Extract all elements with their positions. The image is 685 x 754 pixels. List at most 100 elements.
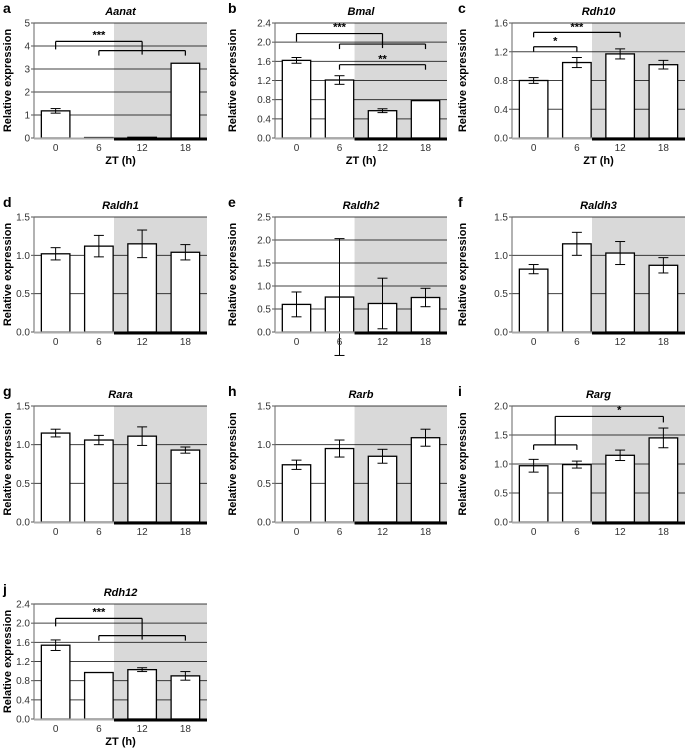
- x-tick-label: 0: [294, 337, 300, 348]
- y-tick-label: 0.8: [494, 76, 508, 87]
- x-tick-label: 6: [96, 143, 102, 154]
- x-tick-label: 0: [294, 527, 300, 538]
- y-tick-label: 1: [24, 111, 30, 122]
- bar-zt-12: [605, 53, 636, 139]
- x-tick-label: 0: [53, 527, 59, 538]
- x-tick-label: 18: [180, 143, 192, 154]
- panel-title: Aanat: [104, 6, 137, 18]
- y-tick-label: 0.8: [16, 676, 30, 687]
- x-axis-label: ZT (h): [105, 155, 136, 167]
- x-tick-label: 0: [53, 337, 59, 348]
- y-axis-label: Relative expression: [457, 29, 469, 133]
- x-tick-label: 12: [377, 527, 389, 538]
- panel-e: 0.0 0.5 1.0 1.5 2.0 2.5 0 6 12 18 e Raldh2 Relative …: [227, 194, 447, 356]
- significance-bracket: ***: [533, 21, 621, 38]
- y-tick-label: 5: [24, 19, 30, 30]
- bar-zt-12: [367, 110, 398, 139]
- bar-zt-18: [170, 449, 201, 523]
- y-tick-label: 1.5: [494, 431, 508, 442]
- y-tick-label: 1.0: [494, 460, 508, 471]
- x-tick-label: 0: [531, 143, 537, 154]
- y-tick-label: 1.5: [257, 259, 271, 270]
- panel-title: Raldh3: [580, 200, 617, 212]
- y-tick-label: 3: [24, 65, 30, 76]
- x-tick-label: 6: [574, 337, 580, 348]
- panel-title: Raldh1: [102, 200, 139, 212]
- panel-letter: f: [458, 194, 463, 210]
- y-tick-label: 2.0: [257, 38, 271, 49]
- bar-zt-0: [518, 465, 549, 523]
- y-tick-label: 0.5: [494, 289, 508, 300]
- panel-letter: e: [228, 194, 236, 210]
- bar-zt-18: [648, 437, 679, 523]
- y-tick-label: 1.6: [257, 57, 271, 68]
- x-axis-label: ZT (h): [583, 155, 614, 167]
- bar-zt-0: [281, 59, 312, 139]
- y-tick-label: 2: [24, 88, 30, 99]
- bar-zt-0: [281, 464, 312, 523]
- y-tick-label: 1.5: [16, 213, 30, 224]
- y-tick-label: 0.5: [16, 289, 30, 300]
- bar-zt-6: [324, 447, 355, 523]
- significance-label: ***: [570, 21, 584, 33]
- x-tick-label: 18: [658, 337, 670, 348]
- x-tick-label: 12: [137, 527, 149, 538]
- bar-zt-6: [83, 245, 114, 333]
- panel-letter: c: [458, 0, 466, 16]
- y-tick-label: 2.5: [257, 213, 271, 224]
- y-axis-label: Relative expression: [2, 223, 14, 327]
- bar-zt-12: [127, 435, 158, 523]
- y-tick-label: 1.5: [257, 402, 271, 413]
- y-axis-label: Relative expression: [227, 223, 239, 327]
- x-tick-label: 12: [615, 527, 627, 538]
- x-tick-label: 6: [96, 724, 102, 735]
- bar-zt-0: [518, 268, 549, 333]
- y-tick-label: 0.5: [257, 479, 271, 490]
- bar-zt-12: [367, 455, 398, 523]
- y-tick-label: 0.5: [494, 489, 508, 500]
- panel-letter: a: [3, 0, 11, 16]
- y-tick-label: 2.0: [16, 619, 30, 630]
- y-tick-label: 0.0: [257, 134, 271, 145]
- x-tick-label: 18: [180, 527, 192, 538]
- y-tick-label: 1.6: [16, 638, 30, 649]
- bar-zt-18: [648, 64, 679, 139]
- significance-bracket: **: [338, 54, 427, 70]
- y-tick-label: 1.0: [257, 282, 271, 293]
- panel-letter: i: [458, 383, 462, 399]
- y-tick-label: 0.4: [494, 105, 508, 116]
- x-tick-label: 12: [615, 337, 627, 348]
- x-tick-label: 12: [137, 143, 149, 154]
- x-tick-label: 18: [420, 337, 432, 348]
- y-axis-label: Relative expression: [457, 412, 469, 516]
- y-tick-label: 1.5: [16, 402, 30, 413]
- x-tick-label: 6: [96, 337, 102, 348]
- y-tick-label: 0.0: [16, 518, 30, 529]
- x-tick-label: 6: [337, 337, 343, 348]
- x-tick-label: 18: [420, 143, 432, 154]
- x-tick-label: 18: [420, 527, 432, 538]
- y-tick-label: 2.4: [16, 600, 30, 611]
- y-tick-label: 0.5: [16, 479, 30, 490]
- y-tick-label: 0.4: [16, 695, 30, 706]
- significance-bracket: *: [533, 404, 664, 450]
- bar-zt-12: [127, 668, 158, 720]
- y-tick-label: 1.0: [257, 440, 271, 451]
- x-tick-label: 18: [658, 527, 670, 538]
- x-tick-label: 18: [180, 724, 192, 735]
- panel-letter: b: [228, 0, 237, 16]
- x-tick-label: 12: [137, 724, 149, 735]
- y-tick-label: 2.0: [257, 236, 271, 247]
- y-axis-label: Relative expression: [2, 29, 14, 133]
- panel-title: Raldh2: [343, 200, 380, 212]
- significance-label: ***: [92, 29, 106, 41]
- significance-bracket: ***: [295, 22, 427, 50]
- x-tick-label: 6: [574, 527, 580, 538]
- significance-label: *: [553, 36, 558, 48]
- significance-label: *: [617, 404, 622, 416]
- panel-letter: j: [2, 581, 7, 597]
- bar-zt-0: [518, 79, 549, 139]
